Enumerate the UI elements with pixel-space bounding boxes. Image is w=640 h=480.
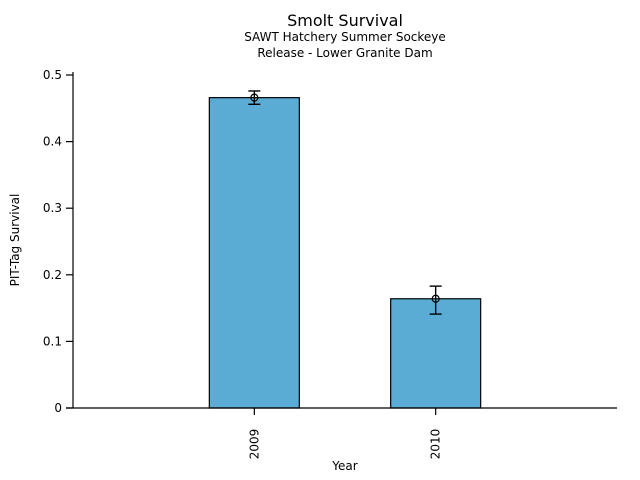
y-tick-label: 0.3	[43, 201, 62, 215]
bar-2010	[390, 298, 482, 409]
bar-2009	[208, 97, 300, 409]
y-tick-label: 0.1	[43, 334, 62, 348]
y-tick-label: 0.5	[43, 68, 62, 82]
error-bar-marker	[431, 294, 440, 303]
axes-group: 0 0.1 0.2 0.3 0.4 0.5 2009 2010	[43, 68, 617, 459]
y-tick-label: 0.2	[43, 268, 62, 282]
x-tick-label: 2009	[247, 429, 261, 460]
error-bar-marker	[250, 93, 259, 102]
chart-subtitle-line2: Release - Lower Granite Dam	[257, 46, 433, 60]
x-tick-label: 2010	[429, 429, 443, 460]
chart-title: Smolt Survival	[287, 11, 403, 30]
y-axis-label: PIT-Tag Survival	[8, 193, 22, 287]
y-tick-label: 0	[54, 401, 62, 415]
bars-group	[208, 97, 482, 409]
error-bars-group	[248, 90, 442, 315]
x-axis-label: Year	[332, 459, 358, 473]
y-tick-label: 0.4	[43, 135, 62, 149]
chart-subtitle-line1: SAWT Hatchery Summer Sockeye	[244, 30, 446, 44]
